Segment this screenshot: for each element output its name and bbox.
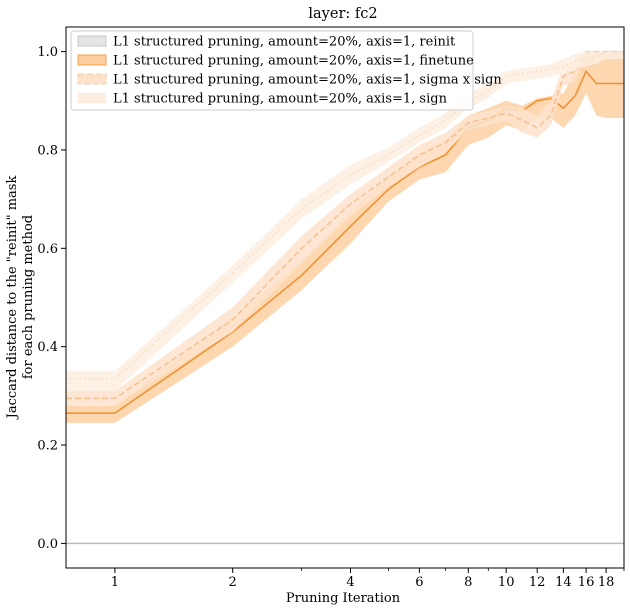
legend-swatch-0 (77, 35, 107, 47)
x-axis: 1 2 4 6 8 10 12 14 16 18 (111, 568, 625, 590)
x-tick-label: 6 (415, 575, 423, 590)
x-tick-label: 2 (229, 575, 237, 590)
y-axis-label-line-2: for each pruning method (21, 215, 36, 379)
x-tick-label: 1 (111, 575, 119, 590)
chart-title: layer: fc2 (308, 6, 377, 22)
legend: L1 structured pruning, amount=20%, axis=… (70, 30, 502, 111)
legend-swatch-3 (77, 92, 107, 104)
legend-label-0: L1 structured pruning, amount=20%, axis=… (113, 35, 456, 50)
x-tick-label: 4 (346, 575, 354, 590)
legend-box (70, 30, 474, 111)
y-tick-label: 0.8 (37, 143, 58, 158)
plot-frame (65, 26, 625, 569)
legend-swatch-2 (77, 73, 107, 85)
y-axis: 0.0 0.2 0.4 0.6 0.8 1.0 (37, 45, 66, 552)
series-line-2 (66, 50, 624, 400)
x-tick-label: 8 (464, 575, 472, 590)
series-line-3 (66, 50, 624, 380)
x-tick-label: 12 (529, 575, 546, 590)
legend-label-1: L1 structured pruning, amount=20%, axis=… (113, 54, 474, 69)
legend-swatch-1 (77, 54, 107, 66)
y-tick-label: 0.0 (37, 537, 58, 552)
legend-label-2: L1 structured pruning, amount=20%, axis=… (113, 73, 502, 88)
x-tick-label: 14 (555, 575, 572, 590)
x-tick-label: 16 (578, 575, 595, 590)
y-tick-label: 1.0 (37, 45, 58, 60)
y-axis-label: Jaccard distance to the "reinit" mask fo… (5, 176, 36, 421)
x-tick-label: 10 (498, 575, 515, 590)
y-tick-label: 0.4 (37, 340, 58, 355)
y-tick-label: 0.2 (37, 439, 58, 454)
legend-label-3: L1 structured pruning, amount=20%, axis=… (113, 92, 448, 107)
series-band-1 (66, 51, 624, 423)
x-axis-label: Pruning Iteration (286, 591, 401, 606)
series-2 (66, 50, 624, 406)
series-layer (66, 50, 624, 545)
y-tick-label: 0.6 (37, 242, 58, 257)
series-band-3 (66, 51, 624, 391)
plot-area (65, 26, 625, 569)
y-axis-label-line-1: Jaccard distance to the "reinit" mask (5, 176, 20, 421)
x-tick-label: 18 (598, 575, 615, 590)
series-3 (66, 50, 624, 391)
